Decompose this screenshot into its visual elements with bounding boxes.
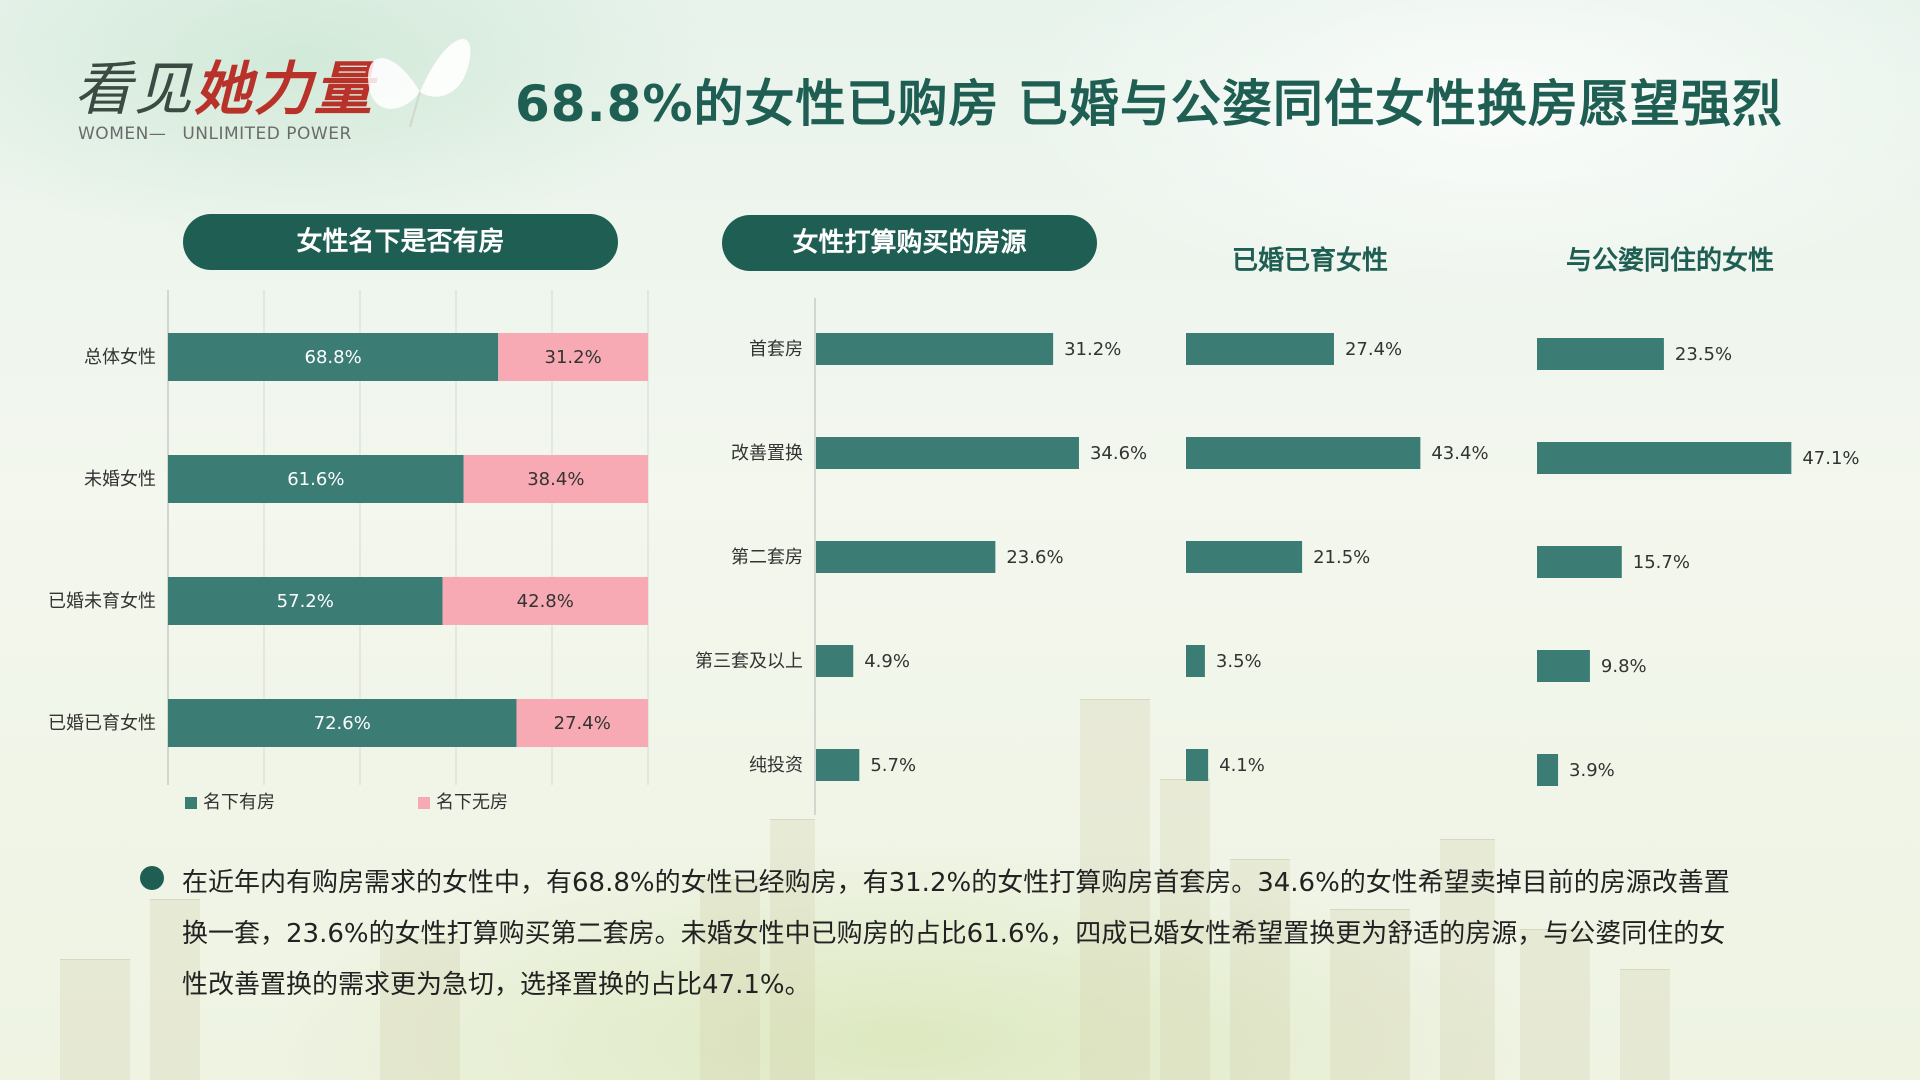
ownership-stacked-bar-chart: 总体女性 68.8% 31.2% 未婚女性 61.6% 38.4% 已婚未育女性 57.2% 4…: [48, 290, 649, 785]
butterfly-icon: [368, 39, 471, 128]
bar: [1186, 437, 1421, 469]
bar-has-house: [168, 333, 499, 381]
category-label: 已婚未育女性: [48, 591, 156, 612]
data-label: 9.8%: [1601, 656, 1647, 677]
page-title: 68.8%的女性已购房 已婚与公婆同住女性换房愿望强烈: [515, 75, 1783, 133]
logo-chinese: 看见她力量: [74, 42, 374, 126]
bar: [1186, 541, 1303, 573]
bar: [816, 541, 996, 573]
logo: 看见她力量 WOMEN— UNLIMITED POWER: [52, 34, 382, 154]
data-label: 15.7%: [1633, 552, 1690, 573]
purchase-section-header: 女性打算购买的房源: [722, 215, 1097, 271]
logo-en-part2: UNLIMITED POWER: [182, 124, 352, 144]
bar: [1186, 333, 1334, 365]
data-label: 31.2%: [1064, 339, 1121, 360]
legend-label-has-house: 名下有房: [203, 792, 275, 813]
bar: [1186, 645, 1205, 677]
data-label: 23.6%: [1006, 547, 1063, 568]
legend-item-has-house: 名下有房: [185, 788, 275, 814]
ownership-section-header: 女性名下是否有房: [183, 214, 618, 270]
data-label: 27.4%: [554, 713, 611, 734]
bar: [1537, 442, 1792, 474]
summary-text: 在近年内有购房需求的女性中，有68.8%的女性已经购房，有31.2%的女性打算购…: [182, 868, 1730, 1000]
data-label: 61.6%: [287, 469, 344, 490]
category-label: 纯投资: [749, 755, 803, 776]
bar: [816, 749, 860, 781]
data-label: 47.1%: [1802, 448, 1859, 469]
legend-label-no-house: 名下无房: [436, 792, 508, 813]
logo-cn-part1: 看见: [74, 55, 195, 123]
data-label: 31.2%: [545, 347, 602, 368]
married-bar-chart: 27.4% 43.4% 21.5% 3.5% 4.1%: [1186, 333, 1489, 781]
bar: [1537, 650, 1590, 682]
category-label: 第二套房: [731, 547, 803, 568]
legend-swatch-teal: [185, 797, 197, 809]
bar-has-house: [168, 577, 443, 625]
legend-swatch-pink: [418, 797, 430, 809]
data-label: 21.5%: [1313, 547, 1370, 568]
data-label: 4.1%: [1219, 755, 1265, 776]
data-label: 3.5%: [1216, 651, 1262, 672]
data-label: 43.4%: [1431, 443, 1488, 464]
data-label: 4.9%: [864, 651, 910, 672]
data-label: 72.6%: [314, 713, 371, 734]
category-label: 改善置换: [731, 443, 803, 464]
data-label: 57.2%: [277, 591, 334, 612]
bar-no-house: [463, 455, 648, 503]
bar: [816, 437, 1079, 469]
logo-cn-part2: 她力量: [194, 55, 375, 123]
bar-has-house: [168, 455, 464, 503]
data-label: 27.4%: [1345, 339, 1402, 360]
data-label: 3.9%: [1569, 760, 1615, 781]
category-label: 总体女性: [84, 347, 156, 368]
data-label: 38.4%: [527, 469, 584, 490]
bar-has-house: [168, 699, 517, 747]
category-label: 第三套及以上: [695, 651, 803, 672]
married-section-header: 已婚已育女性: [1231, 246, 1388, 276]
data-label: 5.7%: [870, 755, 916, 776]
bar: [816, 645, 854, 677]
logo-en-part1: WOMEN—: [78, 124, 167, 144]
data-label: 42.8%: [517, 591, 574, 612]
purchase-bar-chart: 首套房 31.2% 改善置换 34.6% 第二套房 23.6% 第三套及以上 4.9% 纯投资 5…: [695, 298, 1147, 815]
bar: [1537, 754, 1559, 786]
bar-no-house: [516, 699, 648, 747]
data-label: 68.8%: [305, 347, 362, 368]
category-label: 已婚已育女性: [48, 713, 156, 734]
category-label: 首套房: [749, 339, 803, 360]
bar-no-house: [498, 333, 648, 381]
bullet-icon: [140, 866, 164, 890]
data-label: 34.6%: [1090, 443, 1147, 464]
logo-english: WOMEN— UNLIMITED POWER: [78, 124, 352, 144]
legend-item-no-house: 名下无房: [418, 788, 508, 814]
bar: [1186, 749, 1209, 781]
category-label: 未婚女性: [84, 469, 156, 490]
bar: [816, 333, 1054, 365]
inlaws-section-header: 与公婆同住的女性: [1565, 246, 1774, 276]
bar-no-house: [442, 577, 648, 625]
inlaws-bar-chart: 23.5% 47.1% 15.7% 9.8% 3.9%: [1537, 338, 1860, 786]
bar: [1537, 546, 1622, 578]
data-label: 23.5%: [1675, 344, 1732, 365]
bar: [1537, 338, 1664, 370]
